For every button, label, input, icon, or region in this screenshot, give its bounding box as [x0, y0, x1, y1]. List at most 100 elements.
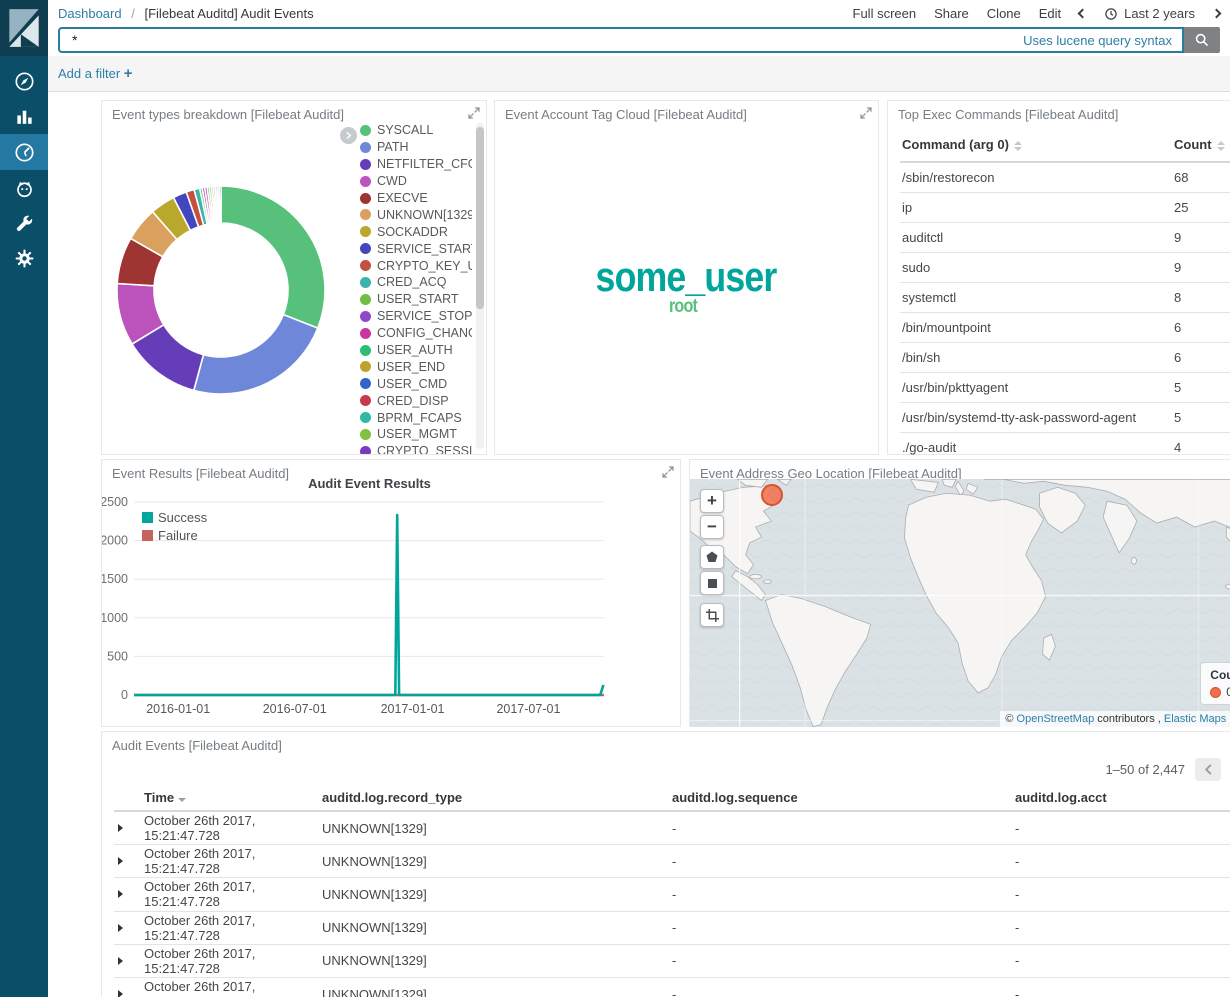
time-back-button[interactable]	[1078, 9, 1088, 19]
legend-item-CRYPTO_SESSION[interactable]: CRYPTO_SESSION	[360, 443, 472, 454]
pie-slice-PATH[interactable]	[194, 315, 318, 394]
full-screen-button[interactable]: Full screen	[853, 6, 917, 21]
expand-panel-icon[interactable]	[468, 107, 480, 119]
tag-cloud-word-root[interactable]: root	[669, 296, 697, 318]
table-row[interactable]: /usr/bin/systemd-tty-ask-password-agent5	[900, 403, 1230, 433]
discover-icon	[14, 71, 35, 92]
sidebar-item-management[interactable]	[0, 241, 48, 275]
legend-item-NETFILTER_CFG[interactable]: NETFILTER_CFG	[360, 156, 472, 173]
legend-item-CWD[interactable]: CWD	[360, 173, 472, 190]
table-row[interactable]: October 26th 2017, 15:21:47.728UNKNOWN[1…	[114, 978, 1230, 997]
draw-rectangle-button[interactable]	[700, 571, 724, 595]
column-header-command[interactable]: Command (arg 0)	[900, 129, 1172, 162]
previous-page-button[interactable]	[1195, 758, 1221, 781]
search-input[interactable]	[60, 32, 1023, 48]
openstreetmap-link[interactable]: OpenStreetMap	[1017, 713, 1095, 725]
draw-polygon-button[interactable]	[700, 545, 724, 569]
svg-text:500: 500	[107, 649, 128, 663]
svg-text:0: 0	[121, 688, 128, 702]
legend-scrollbar-thumb[interactable]	[476, 127, 484, 309]
legend-item-CONFIG_CHANGE[interactable]: CONFIG_CHANGE	[360, 325, 472, 342]
table-row[interactable]: sudo9	[900, 253, 1230, 283]
table-row[interactable]: ./go-audit4	[900, 433, 1230, 463]
time-picker[interactable]: Last 2 years	[1104, 6, 1195, 21]
edit-button[interactable]: Edit	[1039, 6, 1061, 21]
zoom-out-button[interactable]: −	[700, 515, 724, 539]
add-filter-link[interactable]: Add a filter +	[58, 65, 133, 82]
geo-point-marker[interactable]	[761, 484, 783, 506]
table-row[interactable]: /usr/bin/pkttyagent5	[900, 373, 1230, 403]
legend-item-USER_END[interactable]: USER_END	[360, 358, 472, 375]
legend-item-EXECVE[interactable]: EXECVE	[360, 190, 472, 207]
table-row[interactable]: /sbin/restorecon68	[900, 162, 1230, 193]
pie-slice-SYSCALL[interactable]	[221, 186, 325, 328]
column-header-time[interactable]: Time	[144, 790, 322, 805]
tag-cloud-word-some_user[interactable]: some_user	[596, 253, 777, 301]
legend-item-USER_MGMT[interactable]: USER_MGMT	[360, 426, 472, 443]
share-button[interactable]: Share	[934, 6, 969, 21]
column-header-auditd-log-sequence[interactable]: auditd.log.sequence	[672, 790, 1015, 805]
legend-color-dot	[360, 345, 371, 356]
sidebar-item-visualize[interactable]	[0, 99, 48, 133]
table-row[interactable]: systemctl8	[900, 283, 1230, 313]
table-row[interactable]: auditctl9	[900, 223, 1230, 253]
column-header-auditd-log-acct[interactable]: auditd.log.acct	[1015, 790, 1230, 805]
table-row[interactable]: October 26th 2017, 15:21:47.728UNKNOWN[1…	[114, 878, 1230, 911]
table-row[interactable]: ip25	[900, 193, 1230, 223]
table-row[interactable]: /bin/sh6	[900, 343, 1230, 373]
table-row[interactable]: October 26th 2017, 15:21:47.728UNKNOWN[1…	[114, 845, 1230, 878]
legend-item-SOCKADDR[interactable]: SOCKADDR	[360, 223, 472, 240]
legend-item-CRED_DISP[interactable]: CRED_DISP	[360, 392, 472, 409]
pie-slice-CRYPTO_SESSION[interactable]	[219, 186, 221, 223]
legend-item-SYSCALL[interactable]: SYSCALL	[360, 122, 472, 139]
pie-legend: SYSCALLPATHNETFILTER_CFGCWDEXECVEUNKNOWN…	[360, 122, 472, 454]
panel-title: Top Exec Commands [Filebeat Auditd]	[898, 107, 1118, 122]
legend-item-USER_CMD[interactable]: USER_CMD	[360, 375, 472, 392]
zoom-in-button[interactable]: +	[700, 489, 724, 513]
table-row[interactable]: October 26th 2017, 15:21:47.728UNKNOWN[1…	[114, 812, 1230, 845]
legend-item-UNKNOWN[1329][interactable]: UNKNOWN[1329]	[360, 206, 472, 223]
column-label: Count	[1174, 137, 1212, 152]
time-forward-button[interactable]	[1212, 9, 1222, 19]
legend-toggle-button[interactable]	[340, 127, 357, 144]
breadcrumb-dashboard-link[interactable]: Dashboard	[58, 6, 122, 21]
column-header-auditd-log-record-type[interactable]: auditd.log.record_type	[322, 790, 672, 805]
expand-row-caret[interactable]	[118, 990, 123, 997]
legend-item-BPRM_FCAPS[interactable]: BPRM_FCAPS	[360, 409, 472, 426]
legend-item-CRED_ACQ[interactable]: CRED_ACQ	[360, 274, 472, 291]
legend-item-SERVICE_STOP[interactable]: SERVICE_STOP	[360, 308, 472, 325]
command-cell: ./go-audit	[900, 433, 1172, 463]
expand-row-caret[interactable]	[118, 857, 123, 865]
legend-item-USER_START[interactable]: USER_START	[360, 291, 472, 308]
expand-row-caret[interactable]	[118, 890, 123, 898]
legend-item-success[interactable]: Success	[142, 508, 207, 526]
table-row[interactable]: October 26th 2017, 15:21:47.728UNKNOWN[1…	[114, 945, 1230, 978]
table-row[interactable]: October 26th 2017, 15:21:47.728UNKNOWN[1…	[114, 912, 1230, 945]
command-cell: auditctl	[900, 223, 1172, 253]
sidebar-item-discover[interactable]	[0, 64, 48, 98]
legend-color-dot	[360, 193, 371, 204]
legend-item-SERVICE_START[interactable]: SERVICE_START	[360, 240, 472, 257]
legend-scrollbar[interactable]	[476, 123, 484, 449]
expand-row-caret[interactable]	[118, 824, 123, 832]
legend-item-failure[interactable]: Failure	[142, 526, 207, 544]
elastic-maps-service-link[interactable]: Elastic Maps Service	[1164, 713, 1230, 725]
lucene-syntax-link[interactable]: Uses lucene query syntax	[1023, 33, 1172, 48]
search-button[interactable]	[1184, 27, 1220, 53]
sidebar-item-devtools[interactable]	[0, 206, 48, 240]
expand-row-caret[interactable]	[118, 957, 123, 965]
column-header-count[interactable]: Count	[1172, 129, 1230, 162]
sidebar-item-dashboard[interactable]	[0, 134, 48, 170]
legend-item-PATH[interactable]: PATH	[360, 139, 472, 156]
fit-bounds-button[interactable]	[700, 603, 724, 627]
expand-row-caret[interactable]	[118, 924, 123, 932]
legend-item-CRYPTO_KEY_USER[interactable]: CRYPTO_KEY_USER	[360, 257, 472, 274]
clone-button[interactable]: Clone	[987, 6, 1021, 21]
table-row[interactable]: /bin/mountpoint6	[900, 313, 1230, 343]
sidebar-item-timelion[interactable]	[0, 171, 48, 205]
kibana-logo[interactable]	[0, 0, 48, 56]
acct-cell: -	[1015, 987, 1230, 997]
legend-item-USER_AUTH[interactable]: USER_AUTH	[360, 342, 472, 359]
count-cell: 68	[1172, 162, 1230, 193]
world-map[interactable]: + −	[690, 479, 1230, 727]
